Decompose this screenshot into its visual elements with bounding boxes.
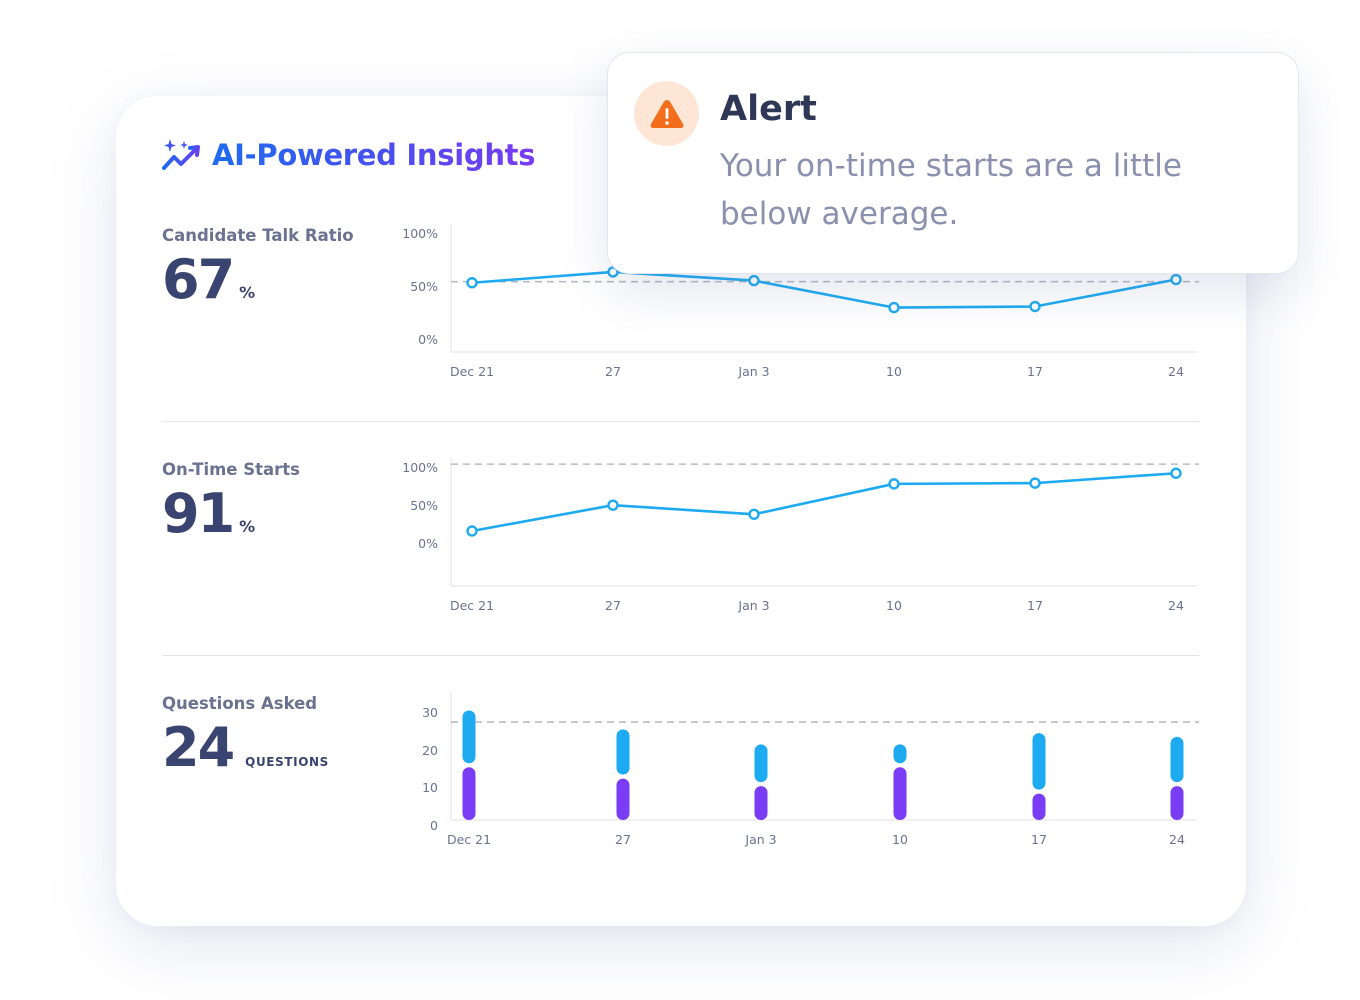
- data-point: [1170, 273, 1182, 286]
- line-chart-0: [450, 224, 1199, 353]
- x-tick-label: Dec 21: [447, 832, 491, 847]
- data-point: [888, 478, 900, 490]
- bar-segment-upper: [616, 729, 630, 775]
- x-tick-label: Dec 21: [450, 364, 494, 379]
- bar-segment-upper: [893, 744, 907, 764]
- alert-title: Alert: [720, 89, 817, 129]
- metric-value: 24: [162, 716, 235, 779]
- x-tick-label: 24: [1169, 832, 1185, 847]
- x-tick-label: 27: [615, 832, 631, 847]
- y-tick-label: 0%: [418, 536, 438, 551]
- section-divider: [162, 655, 1199, 656]
- card-title: AI-Powered Insights: [212, 138, 536, 172]
- metric-unit: %: [239, 517, 256, 536]
- y-tick-label: 0%: [418, 332, 438, 347]
- metric-talk-ratio: Candidate Talk Ratio 67 %: [162, 226, 354, 307]
- data-point: [466, 277, 478, 289]
- data-point: [1029, 300, 1041, 313]
- bar-segment-upper: [1032, 733, 1046, 790]
- x-tick-label: Jan 3: [737, 364, 769, 379]
- bar-segment-lower: [616, 778, 630, 820]
- x-tick-label: Dec 21: [450, 598, 494, 613]
- data-point: [607, 499, 619, 511]
- metric-value: 67: [162, 248, 235, 311]
- x-tick-label: 17: [1027, 598, 1043, 613]
- bar-segment-lower: [1170, 786, 1184, 820]
- y-tick-label: 0: [430, 818, 438, 833]
- bar-segment-lower: [754, 786, 768, 820]
- warning-icon: [650, 99, 683, 128]
- metric-label: On-Time Starts: [162, 460, 300, 479]
- metric-label: Candidate Talk Ratio: [162, 226, 354, 245]
- series-line: [471, 270, 1177, 309]
- bar-segment-upper: [462, 710, 476, 764]
- data-point: [888, 301, 900, 314]
- metric-label: Questions Asked: [162, 694, 318, 713]
- metric-value: 91: [162, 482, 235, 545]
- bar-segment-lower: [462, 767, 476, 820]
- y-tick-label: 50%: [410, 498, 438, 513]
- bar-segment-lower: [893, 767, 907, 820]
- series-line: [471, 471, 1177, 533]
- data-point: [748, 274, 760, 287]
- x-tick-label: 17: [1027, 364, 1043, 379]
- x-tick-label: 24: [1168, 364, 1184, 379]
- line-chart-1: [450, 458, 1199, 587]
- alert-badge: [634, 81, 699, 146]
- x-tick-label: 10: [892, 832, 908, 847]
- alert-message: Your on-time starts are a little below a…: [720, 148, 1182, 232]
- x-tick-label: Jan 3: [744, 832, 776, 847]
- y-tick-label: 100%: [402, 226, 438, 241]
- x-tick-label: 10: [886, 364, 902, 379]
- sparkle-trend-icon: [162, 139, 200, 170]
- x-tick-label: 27: [605, 598, 621, 613]
- x-tick-label: 17: [1031, 832, 1047, 847]
- bar-segment-upper: [1170, 736, 1184, 783]
- bar-segment-lower: [1032, 793, 1046, 820]
- x-tick-label: 27: [605, 364, 621, 379]
- card-header: AI-Powered Insights: [160, 137, 536, 173]
- bar-chart: [450, 692, 1199, 821]
- metric-unit: QUESTIONS: [245, 755, 329, 769]
- metric-on-time: On-Time Starts 91 %: [162, 460, 300, 541]
- x-tick-label: 10: [886, 598, 902, 613]
- x-tick-label: Jan 3: [737, 598, 769, 613]
- metric-questions: Questions Asked 24 QUESTIONS: [162, 694, 329, 775]
- y-tick-label: 100%: [402, 460, 438, 475]
- metric-unit: %: [239, 283, 256, 302]
- x-tick-label: 24: [1168, 598, 1184, 613]
- data-point: [1029, 477, 1041, 489]
- y-tick-label: 20: [422, 743, 438, 758]
- y-tick-label: 10: [422, 780, 438, 795]
- data-point: [1170, 467, 1182, 479]
- data-point: [748, 508, 760, 520]
- bar-segment-upper: [754, 744, 768, 783]
- y-tick-label: 50%: [410, 279, 438, 294]
- y-tick-label: 30: [422, 705, 438, 720]
- data-point: [466, 525, 478, 537]
- section-divider: [162, 421, 1199, 422]
- alert-popup[interactable]: Alert Your on-time starts are a little b…: [607, 52, 1299, 274]
